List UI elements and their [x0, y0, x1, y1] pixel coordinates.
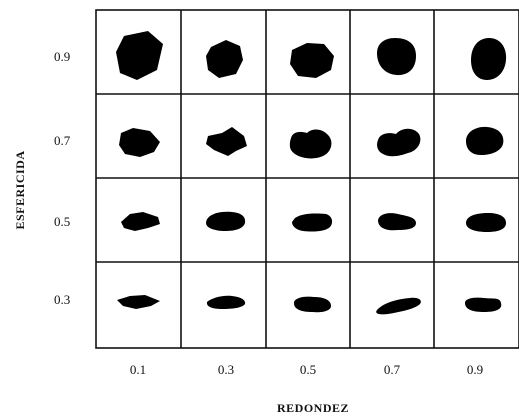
- x-tick-label: 0.5: [300, 362, 316, 377]
- grid: [95, 9, 519, 349]
- grid-border: [95, 9, 519, 349]
- y-tick-label: 0.7: [54, 133, 71, 148]
- grain-s07-r05: [289, 129, 332, 159]
- y-tick-label: 0.3: [54, 292, 70, 307]
- grain-s09-r03: [206, 40, 243, 78]
- y-axis-title: ESFERICIDA: [13, 150, 27, 229]
- grain-s07-r03: [206, 127, 247, 156]
- grain-s05-r01: [121, 212, 160, 231]
- grain-s07-r01: [119, 128, 160, 157]
- x-axis-ticks: 0.1 0.3 0.5 0.7 0.9: [130, 362, 483, 377]
- grain-s09-r05: [290, 43, 334, 78]
- x-tick-label: 0.1: [130, 362, 146, 377]
- grains: [116, 31, 507, 315]
- grain-s03-r05: [293, 296, 332, 313]
- grain-s03-r03: [206, 295, 246, 309]
- y-tick-label: 0.5: [54, 214, 70, 229]
- grain-s03-r07: [376, 297, 421, 315]
- y-tick-label: 0.9: [54, 49, 70, 64]
- y-axis-ticks: 0.9 0.7 0.5 0.3: [54, 49, 71, 307]
- grain-s05-r07: [378, 213, 416, 231]
- x-tick-label: 0.7: [384, 362, 401, 377]
- grain-s07-r09: [466, 126, 504, 155]
- x-axis-title: REDONDEZ: [277, 401, 349, 415]
- x-tick-label: 0.9: [467, 362, 483, 377]
- grain-s07-r07: [377, 128, 421, 157]
- grain-s05-r09: [466, 213, 506, 232]
- grain-s03-r09: [465, 297, 502, 312]
- grain-s05-r03: [206, 211, 246, 231]
- grain-s09-r09: [471, 38, 507, 80]
- grain-s05-r05: [292, 213, 333, 232]
- x-tick-label: 0.3: [218, 362, 234, 377]
- grain-s03-r01: [117, 295, 160, 309]
- grain-s09-r01: [116, 31, 163, 80]
- grain-s09-r07: [377, 38, 416, 76]
